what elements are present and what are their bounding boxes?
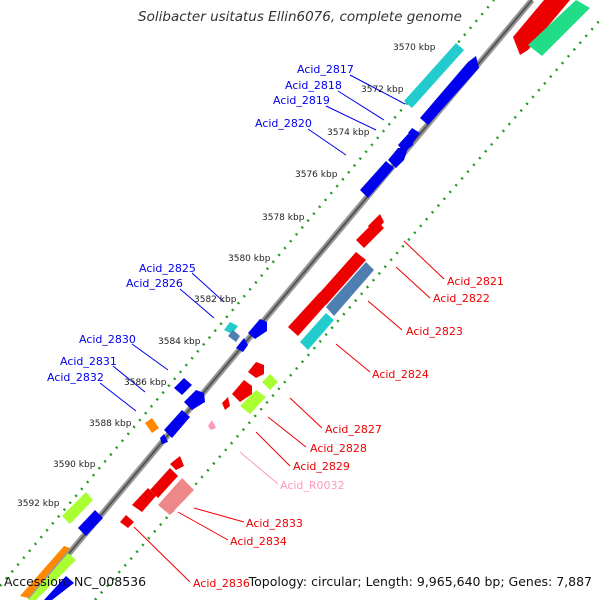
tick-labels: 3570 kbp 3572 kbp 3574 kbp 3576 kbp 3578… [17,43,436,509]
pink-leader-line [239,451,279,485]
gene-acid-2833b[interactable] [170,456,184,470]
genome-summary-text: Topology: circular; Length: 9,965,640 bp… [248,574,592,589]
gene-acid-2825b[interactable] [228,330,240,342]
tick-label: 3592 kbp [17,499,60,509]
gene-label[interactable]: Acid_2825 [139,262,196,275]
tick-label: 3570 kbp [393,43,436,53]
gene-acid-2832c[interactable] [62,492,93,524]
gene-label[interactable]: Acid_2827 [325,423,382,436]
gene-acid-2819c[interactable] [398,134,414,152]
gene-label[interactable]: Acid_2833 [246,517,303,530]
tick-label: 3572 kbp [361,85,404,95]
gene-label[interactable]: Acid_2817 [297,63,354,76]
blue-gene-labels: Acid_2817 Acid_2818 Acid_2819 Acid_2820 … [47,63,354,384]
gene-label[interactable]: Acid_2818 [285,79,342,92]
gene-acid-2826[interactable] [248,319,267,339]
reverse-strand-genes [120,0,590,528]
gene-acid-2818[interactable] [420,56,479,125]
gene-label[interactable]: Acid_2830 [79,333,136,346]
gene-rev-top-a[interactable] [513,0,570,55]
gene-acid-2830b[interactable] [184,390,205,410]
gene-acid-2817[interactable] [404,43,464,108]
tick-label: 3588 kbp [89,419,132,429]
tick-label: 3578 kbp [262,213,305,223]
gene-fwd-c[interactable] [28,553,76,600]
gene-label[interactable]: Acid_R0032 [280,479,345,492]
gene-acid-2828b[interactable] [232,380,252,402]
gene-acid-2827[interactable] [248,362,264,378]
gene-label[interactable]: Acid_2821 [447,275,504,288]
gene-acid-2821b[interactable] [368,214,384,234]
gene-label[interactable]: Acid_2826 [126,277,183,290]
gene-acid-2822[interactable] [316,252,366,305]
gene-fwd-b[interactable] [20,546,70,598]
gene-label[interactable]: Acid_2831 [60,355,117,368]
gene-acid-2832[interactable] [145,418,159,433]
gene-acid-2834[interactable] [158,478,194,515]
tick-label: 3586 kbp [124,378,167,388]
inner-guide-line [94,19,600,600]
gene-acid-2830[interactable] [174,378,192,395]
gene-label[interactable]: Acid_2820 [255,117,312,130]
gene-acid-2819b[interactable] [388,148,408,168]
gene-acid-2825[interactable] [224,322,238,334]
outer-guide-line [0,0,495,587]
gene-label[interactable]: Acid_2824 [372,368,429,381]
gene-acid-2829[interactable] [240,390,266,414]
gene-label[interactable]: Acid_2836 [193,577,250,590]
blue-leader-lines [99,74,406,412]
tick-label: 3584 kbp [158,337,201,347]
tick-label: 3576 kbp [295,170,338,180]
gene-acid-2836[interactable] [120,515,134,528]
gene-label[interactable]: Acid_2834 [230,535,287,548]
tick-label: 3590 kbp [53,460,96,470]
accession-text: Accession: NC_008536 [4,574,147,589]
gene-label[interactable]: Acid_2828 [310,442,367,455]
gene-acid-2819[interactable] [408,128,420,141]
tick-label: 3574 kbp [327,128,370,138]
gene-acid-2823[interactable] [326,262,374,316]
gene-label[interactable]: Acid_2829 [293,460,350,473]
gene-fwd-d[interactable] [44,576,74,600]
gene-acid-2824b[interactable] [300,313,334,350]
gene-label[interactable]: Acid_2832 [47,371,104,384]
gene-rev-top-b[interactable] [528,0,590,56]
map-title: Solibacter usitatus Ellin6076, complete … [138,9,462,25]
gene-acid-2832b[interactable] [160,434,168,444]
gene-acid-r0032[interactable] [208,420,216,430]
gene-acid-2828[interactable] [262,374,278,390]
gene-fwd-a[interactable] [78,510,103,536]
gene-label[interactable]: Acid_2822 [433,292,490,305]
forward-strand-genes [20,43,479,600]
red-leader-lines [133,240,445,583]
gene-acid-2829b[interactable] [222,397,230,410]
gene-acid-2826b[interactable] [236,338,248,352]
gene-label[interactable]: Acid_2823 [406,325,463,338]
tick-label: 3580 kbp [228,254,271,264]
red-gene-labels: Acid_2821 Acid_2822 Acid_2823 Acid_2824 … [193,275,504,590]
gene-acid-2824[interactable] [288,292,330,336]
gene-acid-2820[interactable] [360,161,394,198]
tick-label: 3582 kbp [194,295,237,305]
gene-acid-2831[interactable] [164,410,190,438]
gene-acid-2834b[interactable] [132,488,156,512]
gene-label[interactable]: Acid_2819 [273,94,330,107]
gene-acid-2833[interactable] [150,468,178,498]
